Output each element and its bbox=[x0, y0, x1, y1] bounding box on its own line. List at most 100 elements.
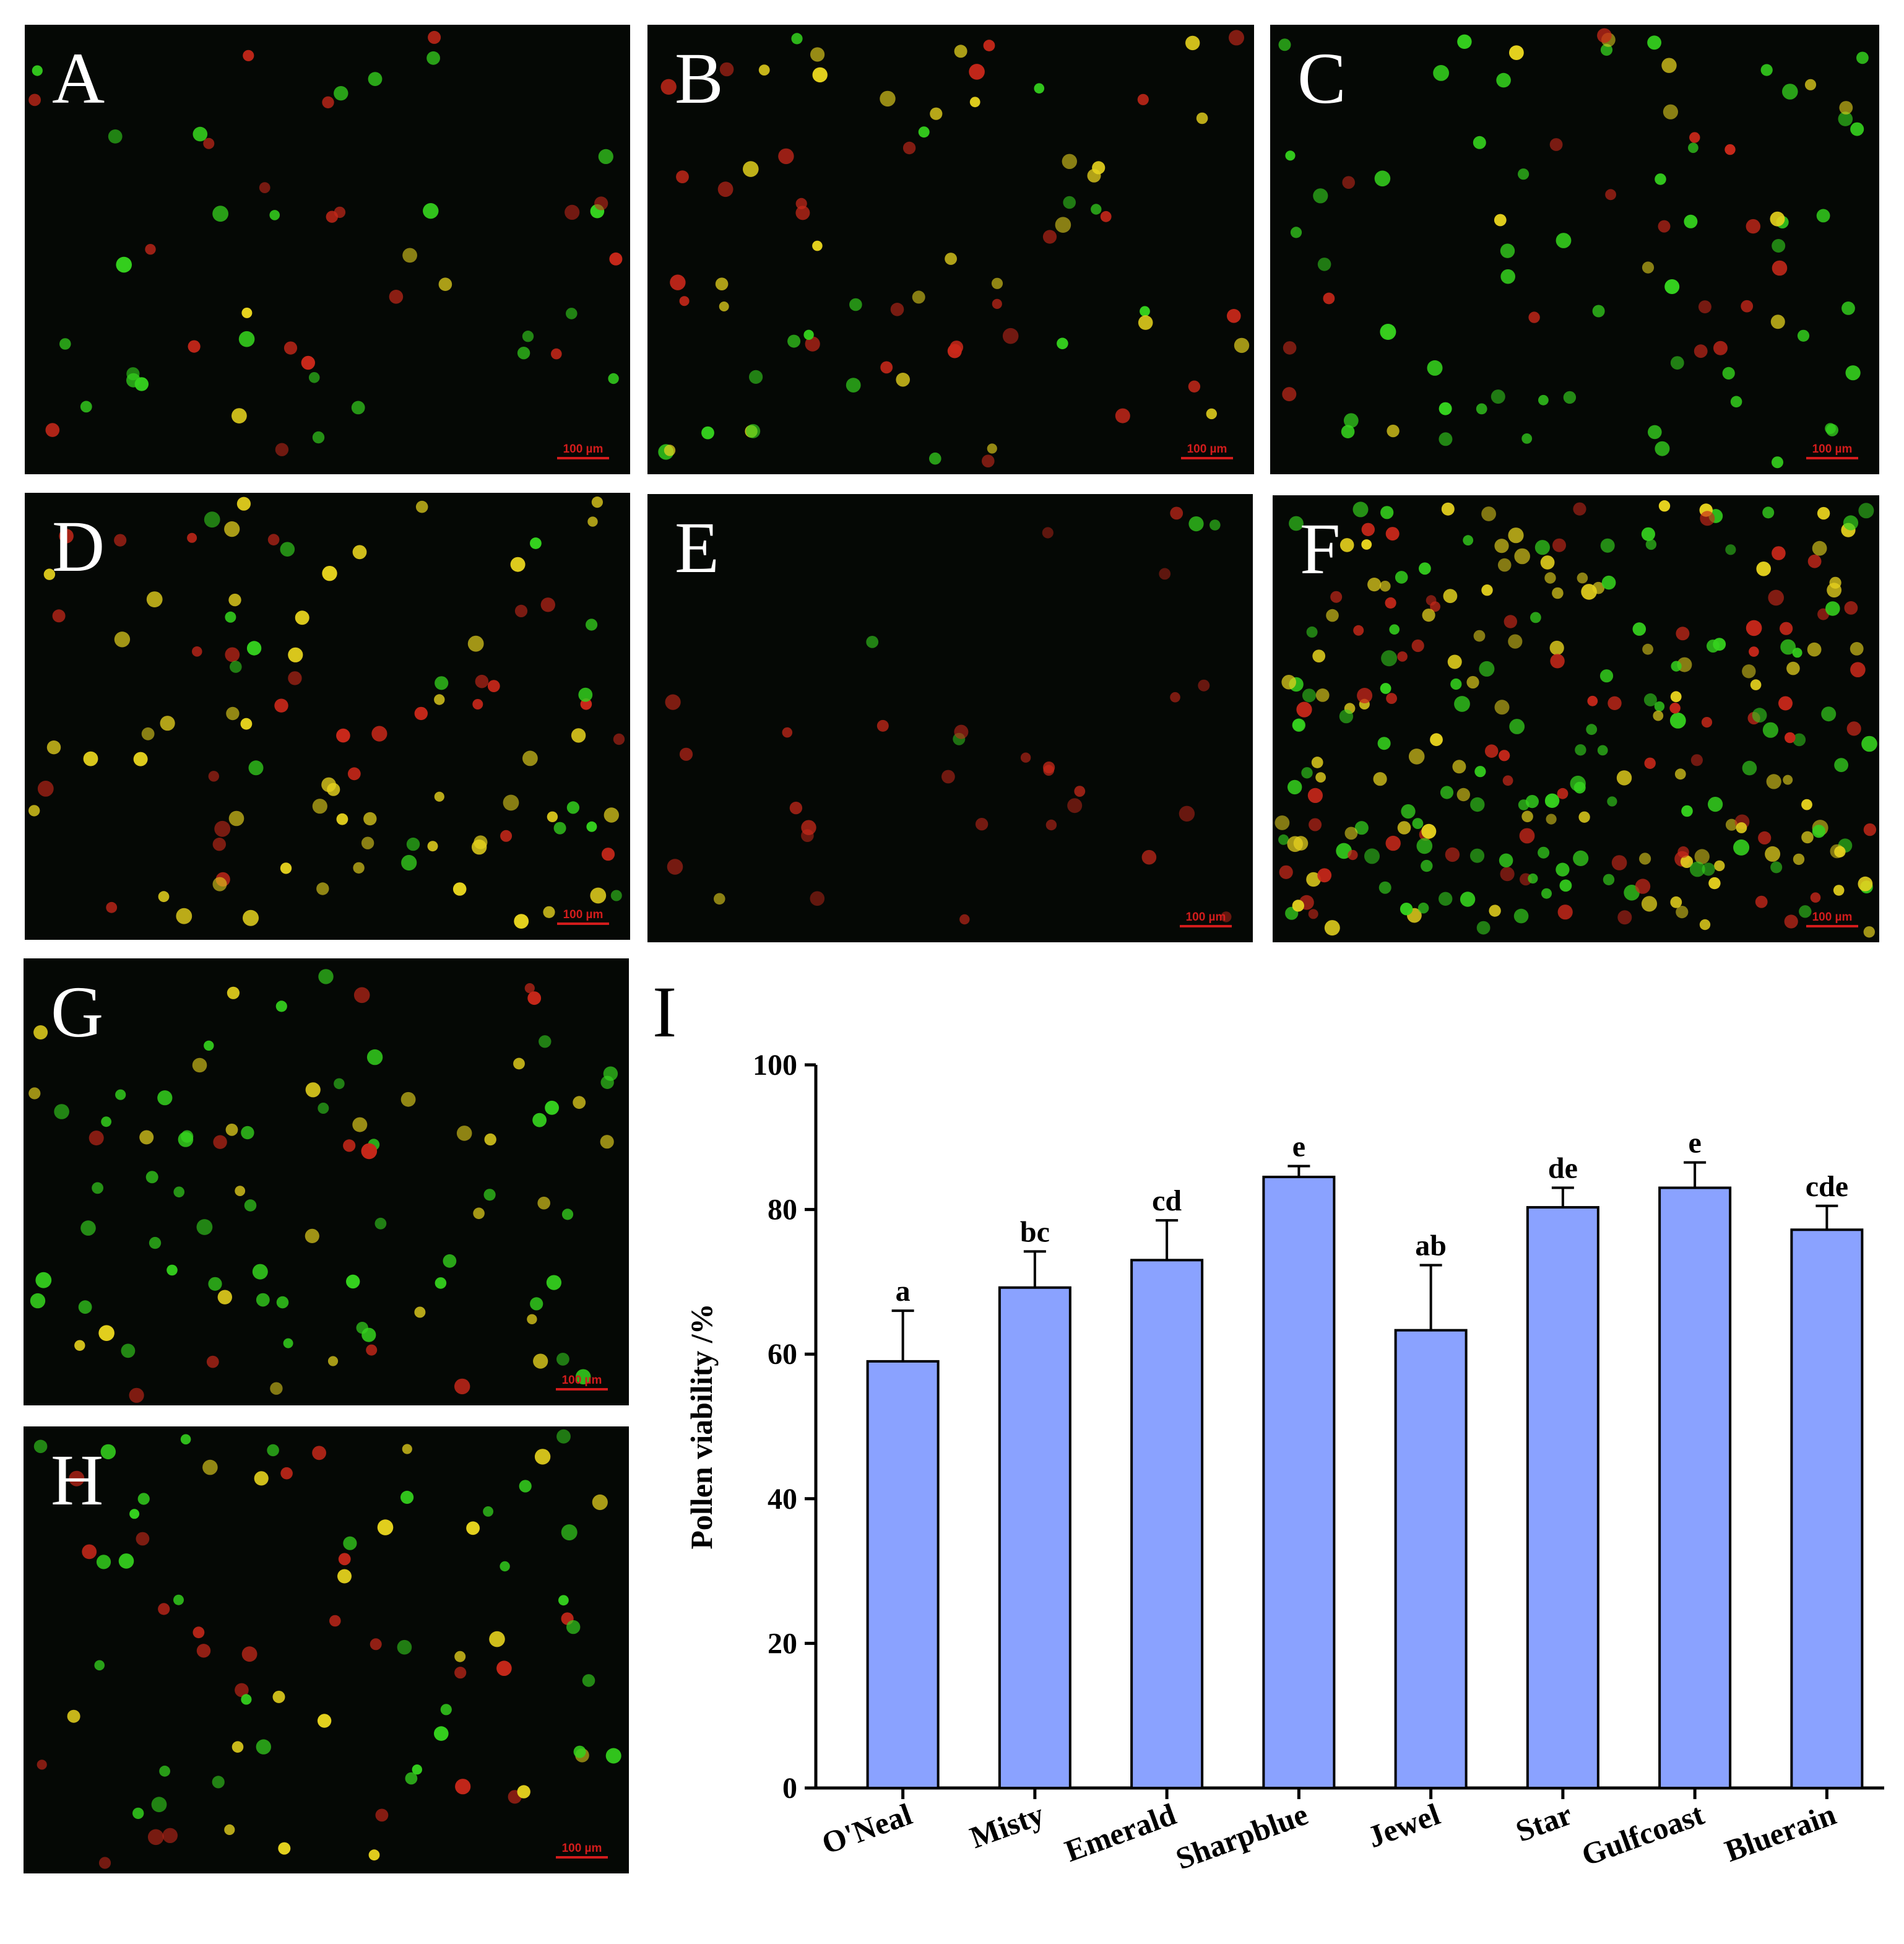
pollen-grain bbox=[435, 676, 449, 690]
pollen-grain bbox=[1770, 861, 1783, 874]
pollen-grain bbox=[1538, 394, 1549, 406]
pollen-grain bbox=[1278, 834, 1289, 845]
pollen-grain bbox=[1417, 902, 1429, 914]
pollen-grain bbox=[810, 891, 825, 906]
pollen-grain bbox=[1514, 548, 1530, 565]
pollen-grain bbox=[1489, 905, 1501, 917]
pollen-grain bbox=[241, 1646, 257, 1662]
pollen-grain bbox=[288, 671, 302, 685]
pollen-grain bbox=[192, 646, 202, 657]
pollen-grain bbox=[1042, 527, 1054, 539]
pollen-grain bbox=[679, 296, 690, 306]
micrograph-panel-f: F 100 µm bbox=[1273, 495, 1879, 942]
pollen-grain bbox=[173, 1594, 184, 1605]
x-tick-label: Emerald bbox=[1060, 1797, 1180, 1868]
pollen-grain bbox=[1309, 818, 1322, 831]
pollen-grain bbox=[274, 698, 288, 713]
pollen-grain bbox=[1658, 500, 1671, 512]
pollen-grain bbox=[160, 716, 175, 731]
pollen-grain bbox=[1521, 810, 1533, 823]
pollen-grain bbox=[329, 1615, 341, 1627]
pollen-grain bbox=[412, 1764, 422, 1775]
scale-bar-label: 100 µm bbox=[1185, 911, 1226, 924]
pollen-grain bbox=[139, 1130, 154, 1145]
pollen-grain bbox=[336, 813, 348, 825]
pollen-grain bbox=[1680, 855, 1694, 868]
micrograph-panel-h: H 100 µm bbox=[24, 1426, 629, 1873]
pollen-grain bbox=[1825, 601, 1840, 616]
pollen-grain bbox=[212, 206, 228, 222]
pollen-grain bbox=[136, 1532, 150, 1546]
pollen-grain bbox=[1476, 921, 1491, 935]
pollen-grain bbox=[1725, 544, 1736, 555]
pollen-grain bbox=[52, 609, 66, 623]
pollen-grain bbox=[500, 830, 513, 842]
pollen-grain bbox=[1556, 862, 1570, 877]
pollen-grain bbox=[35, 1272, 52, 1288]
pollen-grain bbox=[896, 373, 910, 387]
pollen-grain bbox=[92, 1182, 103, 1194]
pollen-grain bbox=[1430, 601, 1440, 612]
pollen-grain bbox=[283, 1338, 293, 1348]
pollen-grain bbox=[561, 1524, 578, 1541]
pollen-grain bbox=[715, 277, 729, 291]
bar bbox=[1658, 1186, 1732, 1789]
pollen-grain bbox=[1573, 502, 1586, 516]
pollen-grain bbox=[1450, 678, 1462, 690]
pollen-grain bbox=[846, 378, 861, 393]
pollen-grain bbox=[1339, 709, 1354, 724]
panel-label: B bbox=[675, 38, 724, 119]
pollen-grain bbox=[1374, 170, 1391, 187]
pollen-grain bbox=[100, 1444, 116, 1460]
pollen-grain bbox=[295, 610, 309, 625]
pollen-grain bbox=[1557, 905, 1573, 920]
pollen-grain bbox=[1765, 846, 1781, 862]
pollen-grain bbox=[660, 79, 677, 95]
pollen-grain bbox=[1549, 640, 1564, 656]
pollen-grain bbox=[1221, 911, 1232, 922]
pollen-grain bbox=[1654, 701, 1665, 712]
pollen-grain bbox=[1700, 511, 1715, 526]
pollen-grain bbox=[1600, 538, 1615, 553]
pollen-grain bbox=[59, 338, 71, 350]
pollen-grain bbox=[1758, 831, 1772, 844]
pollen-grain bbox=[1600, 43, 1613, 56]
pollen-grain bbox=[1575, 744, 1586, 756]
pollen-grain bbox=[1834, 846, 1846, 857]
pollen-grain bbox=[1586, 724, 1598, 736]
pollen-grain bbox=[969, 64, 985, 80]
pollen-grain bbox=[1671, 661, 1682, 672]
pollen-grain bbox=[1677, 846, 1689, 858]
pollen-grain bbox=[134, 377, 149, 391]
pollen-grain bbox=[1655, 173, 1666, 185]
pollen-grain bbox=[517, 347, 530, 360]
pollen-grain bbox=[1676, 906, 1689, 919]
pollen-grain bbox=[1816, 209, 1830, 223]
x-tick-label: Sharpblue bbox=[1171, 1797, 1312, 1877]
pollen-grain bbox=[193, 126, 208, 142]
pollen-grain bbox=[982, 454, 995, 467]
pollen-grain bbox=[1850, 662, 1866, 677]
scale-bar: 100 µm bbox=[1180, 911, 1232, 927]
pollen-grain bbox=[415, 500, 428, 513]
pollen-grain bbox=[317, 1714, 332, 1728]
pollen-grain bbox=[1701, 717, 1713, 728]
pollen-grain bbox=[1352, 501, 1369, 518]
pollen-grain bbox=[1422, 609, 1435, 622]
pollen-grain bbox=[1034, 83, 1045, 93]
pollen-cells bbox=[28, 497, 625, 929]
pollen-grain bbox=[301, 355, 315, 370]
pollen-grain bbox=[397, 1639, 412, 1655]
pollen-grain bbox=[434, 791, 444, 802]
pollen-grain bbox=[992, 298, 1002, 309]
pollen-grain bbox=[208, 771, 219, 782]
pollen-grain bbox=[343, 1536, 357, 1550]
pollen-grain bbox=[1772, 456, 1783, 469]
pollen-grain bbox=[82, 1544, 97, 1560]
pollen-grain bbox=[601, 848, 615, 861]
pollen-grain bbox=[527, 1314, 537, 1324]
pollen-grain bbox=[1292, 718, 1305, 732]
pollen-grain bbox=[1647, 35, 1661, 50]
pollen-grain bbox=[322, 96, 334, 108]
pollen-grain bbox=[352, 545, 367, 560]
